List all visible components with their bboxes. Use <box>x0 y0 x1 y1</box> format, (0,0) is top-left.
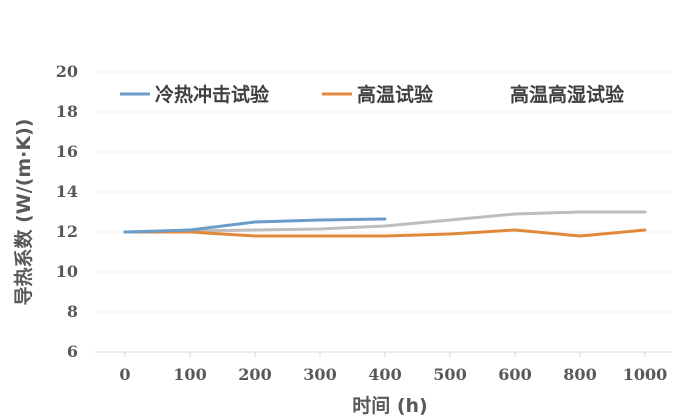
y-tick-label: 12 <box>56 222 78 241</box>
x-tick-label: 600 <box>498 365 531 384</box>
x-tick-label: 0 <box>119 365 130 384</box>
y-axis-ticks: 6 8 10 12 14 16 18 20 <box>56 62 78 361</box>
x-axis-title: 时间 (h) <box>352 395 428 417</box>
y-tick-label: 16 <box>56 142 78 161</box>
series-line-0 <box>123 217 387 234</box>
x-tick-label: 800 <box>563 365 596 384</box>
series-line-1 <box>123 228 647 238</box>
x-tick-label: 200 <box>238 365 271 384</box>
y-tick-label: 18 <box>56 102 78 121</box>
y-axis-title: 导热系数 (W/(m·K)) <box>12 119 35 306</box>
series-line-2 <box>123 210 647 234</box>
legend-label-2: 高温高湿试验 <box>510 83 625 106</box>
y-tick-label: 8 <box>67 302 78 321</box>
x-tick-label: 100 <box>173 365 206 384</box>
legend-label-0: 冷热冲击试验 <box>155 83 270 106</box>
series-lines <box>123 210 647 238</box>
y-tick-label: 10 <box>56 262 78 281</box>
x-tick-label: 500 <box>433 365 466 384</box>
y-tick-label: 14 <box>56 182 78 201</box>
y-tick-label: 20 <box>56 62 78 81</box>
legend: 冷热冲击试验 高温试验 高温高湿试验 <box>120 83 625 106</box>
x-tick-label: 400 <box>368 365 401 384</box>
x-tick-label: 300 <box>303 365 336 384</box>
x-axis-ticks: 0 100 200 300 400 500 600 800 1000 <box>119 352 667 384</box>
y-tick-label: 6 <box>67 342 78 361</box>
x-tick-label: 1000 <box>623 365 668 384</box>
legend-label-1: 高温试验 <box>357 83 434 106</box>
